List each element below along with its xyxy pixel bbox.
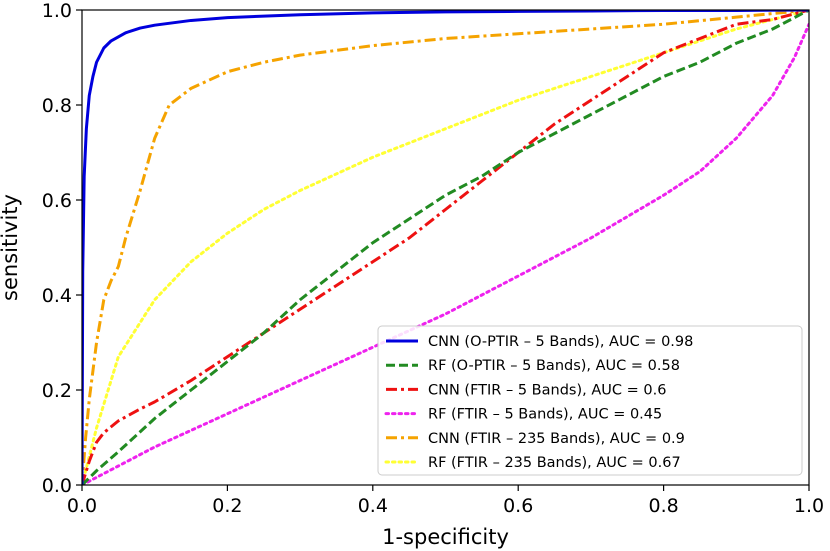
x-tick-label: 0.8 — [648, 495, 678, 517]
legend-label: CNN (O-PTIR – 5 Bands), AUC = 0.98 — [428, 334, 693, 350]
x-tick-label: 0.4 — [358, 495, 388, 517]
series-line-4 — [82, 10, 809, 485]
series-line-3 — [82, 22, 809, 485]
x-axis: 0.0 0.2 0.4 0.6 0.8 1.0 — [67, 485, 824, 517]
x-tick-label: 0.6 — [503, 495, 533, 517]
y-tick-label: 0.4 — [42, 285, 72, 307]
series-line-2 — [82, 10, 809, 485]
y-axis: 0.0 0.2 0.4 0.6 0.8 1.0 — [42, 0, 82, 497]
y-tick-label: 0.6 — [42, 190, 72, 212]
y-tick-label: 0.2 — [42, 380, 72, 402]
y-tick-label: 0.0 — [42, 475, 72, 497]
legend-label: RF (O-PTIR – 5 Bands), AUC = 0.58 — [428, 358, 680, 374]
legend-label: CNN (FTIR – 5 Bands), AUC = 0.6 — [428, 382, 666, 398]
x-tick-label: 1.0 — [794, 495, 824, 517]
series-layer — [82, 10, 809, 485]
series-line-0 — [82, 10, 809, 485]
y-tick-label: 1.0 — [42, 0, 72, 22]
legend-label: RF (FTIR – 5 Bands), AUC = 0.45 — [428, 407, 662, 423]
series-line-1 — [82, 10, 809, 485]
legend-box — [377, 325, 803, 476]
x-tick-label: 0.2 — [212, 495, 242, 517]
x-tick-label: 0.0 — [67, 495, 97, 517]
legend-label: CNN (FTIR – 235 Bands), AUC = 0.9 — [428, 431, 685, 447]
y-axis-label: sensitivity — [0, 194, 22, 301]
x-axis-label: 1-specificity — [382, 525, 509, 549]
series-line-5 — [82, 10, 809, 485]
plot-frame — [81, 9, 810, 486]
legend-label: RF (FTIR – 235 Bands), AUC = 0.67 — [428, 455, 681, 471]
y-tick-label: 0.8 — [42, 95, 72, 117]
legend: CNN (O-PTIR – 5 Bands), AUC = 0.98 RF (O-… — [377, 325, 803, 476]
